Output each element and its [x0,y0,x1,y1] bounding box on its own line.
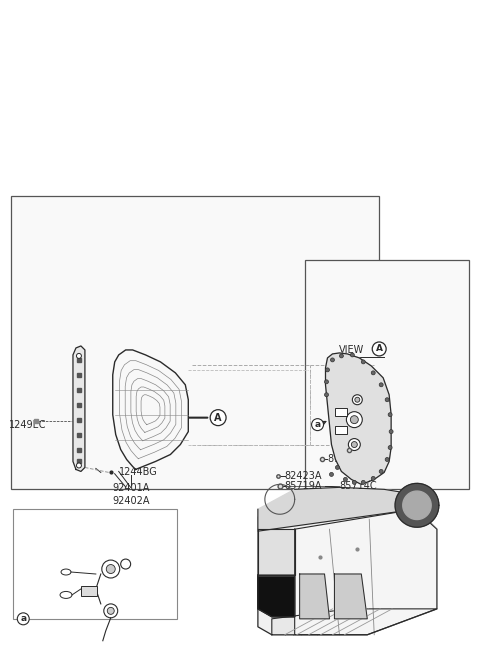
Text: A: A [215,413,222,423]
Text: a: a [20,615,26,623]
Circle shape [210,410,226,425]
Circle shape [336,466,339,470]
FancyBboxPatch shape [12,195,379,489]
Polygon shape [113,350,188,470]
FancyBboxPatch shape [305,260,468,489]
Circle shape [350,353,354,357]
Circle shape [371,371,375,375]
Circle shape [312,419,324,431]
Circle shape [102,560,120,578]
Circle shape [347,412,362,427]
Text: 1249EC: 1249EC [9,419,47,429]
Circle shape [325,368,329,372]
Circle shape [104,604,118,618]
Polygon shape [295,509,437,635]
Circle shape [355,397,360,402]
Circle shape [348,439,360,450]
Circle shape [324,380,328,384]
Circle shape [351,442,357,448]
Polygon shape [258,529,295,575]
Text: 85719A: 85719A [285,481,322,491]
Circle shape [372,342,386,356]
Polygon shape [258,487,415,531]
Text: 87126: 87126 [354,444,385,454]
Bar [81,586,97,596]
Polygon shape [272,609,437,635]
Polygon shape [403,491,431,519]
Text: 1244BG: 1244BG [119,468,157,477]
Circle shape [329,472,334,476]
Polygon shape [325,353,391,484]
Ellipse shape [60,591,72,599]
Text: 92470C: 92470C [71,585,108,595]
Circle shape [17,613,29,625]
Circle shape [120,559,131,569]
Circle shape [388,446,392,450]
Circle shape [106,564,115,574]
Circle shape [339,354,343,358]
Circle shape [379,470,383,474]
Circle shape [388,413,392,417]
Bar [336,408,348,415]
Circle shape [107,607,114,615]
Text: 18643G: 18643G [39,566,77,576]
Polygon shape [300,574,329,619]
Text: a: a [314,420,321,429]
Ellipse shape [61,569,71,575]
Circle shape [76,354,82,358]
Circle shape [389,429,393,433]
Circle shape [379,382,383,386]
Circle shape [352,480,356,484]
Polygon shape [395,483,439,527]
Circle shape [352,395,362,405]
Circle shape [76,463,82,468]
Circle shape [361,480,365,484]
Circle shape [385,458,389,462]
Circle shape [324,393,328,397]
Circle shape [343,477,348,481]
Polygon shape [73,346,85,472]
Text: 92401A
92402A: 92401A 92402A [112,482,149,506]
Circle shape [371,476,375,480]
Bar [336,425,348,433]
Circle shape [385,398,389,402]
Text: A: A [376,344,383,354]
FancyBboxPatch shape [13,509,178,619]
Polygon shape [335,574,367,619]
Text: 18642G: 18642G [39,602,77,612]
Circle shape [361,360,365,364]
Polygon shape [258,575,295,617]
Text: 85714C: 85714C [339,481,377,491]
Text: VIEW: VIEW [339,345,365,355]
Polygon shape [258,495,437,635]
Text: 82423A: 82423A [285,472,322,481]
Circle shape [330,358,335,362]
Text: 87125G: 87125G [327,454,366,464]
Circle shape [350,415,358,423]
